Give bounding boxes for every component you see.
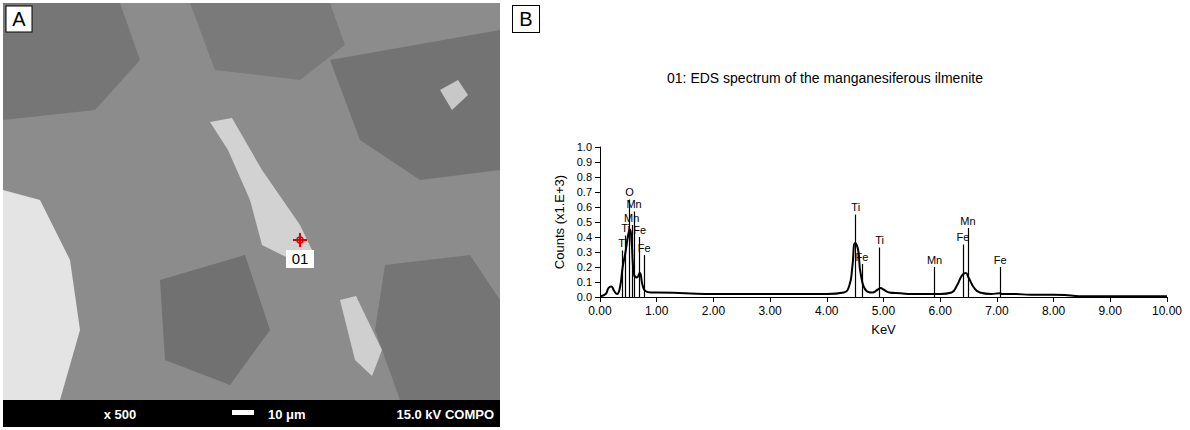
svg-text:0.1: 0.1 — [577, 276, 592, 288]
svg-text:5.00: 5.00 — [872, 304, 896, 318]
svg-text:15.0 kV COMPO: 15.0 kV COMPO — [396, 407, 494, 422]
svg-text:0.4: 0.4 — [577, 231, 592, 243]
svg-text:Ti: Ti — [851, 201, 860, 213]
svg-text:0.8: 0.8 — [577, 171, 592, 183]
svg-text:A: A — [12, 8, 26, 30]
svg-text:0.3: 0.3 — [577, 246, 592, 258]
svg-text:Mn: Mn — [626, 198, 641, 210]
svg-text:1.00: 1.00 — [645, 304, 669, 318]
svg-text:0.7: 0.7 — [577, 186, 592, 198]
svg-text:Mn: Mn — [960, 215, 975, 227]
svg-text:4.00: 4.00 — [815, 304, 839, 318]
svg-text:7.00: 7.00 — [985, 304, 1009, 318]
svg-text:Ti: Ti — [621, 222, 630, 234]
svg-text:Fe: Fe — [638, 242, 651, 254]
svg-text:0.2: 0.2 — [577, 261, 592, 273]
svg-text:0.6: 0.6 — [577, 201, 592, 213]
svg-text:0.00: 0.00 — [588, 304, 612, 318]
svg-text:Fe: Fe — [633, 224, 646, 236]
svg-text:01: EDS spectrum of the mangan: 01: EDS spectrum of the manganesiferous … — [667, 70, 983, 86]
svg-text:Fe: Fe — [994, 254, 1007, 266]
svg-text:1.0: 1.0 — [577, 141, 592, 153]
svg-text:Ti: Ti — [875, 234, 884, 246]
svg-text:Mn: Mn — [624, 212, 639, 224]
svg-text:0.5: 0.5 — [577, 216, 592, 228]
svg-text:Fe: Fe — [956, 231, 969, 243]
svg-text:0.9: 0.9 — [577, 156, 592, 168]
html-text:B: B — [519, 8, 533, 30]
svg-text:8.00: 8.00 — [1042, 304, 1066, 318]
svg-text:9.00: 9.00 — [1099, 304, 1123, 318]
svg-text:Counts (x1.E+3): Counts (x1.E+3) — [552, 175, 567, 269]
svg-text:6.00: 6.00 — [929, 304, 953, 318]
svg-text:KeV: KeV — [871, 322, 896, 337]
svg-text:x 500: x 500 — [104, 407, 137, 422]
svg-text:Mn: Mn — [927, 254, 942, 266]
svg-text:01: 01 — [292, 250, 309, 267]
svg-text:10 μm: 10 μm — [268, 407, 306, 422]
svg-text:Fe: Fe — [856, 251, 869, 263]
svg-text:Ti: Ti — [618, 237, 627, 249]
svg-text:3.00: 3.00 — [758, 304, 782, 318]
svg-text:O: O — [625, 186, 634, 198]
svg-text:2.00: 2.00 — [702, 304, 726, 318]
svg-text:10.00: 10.00 — [1152, 304, 1182, 318]
svg-text:0.0: 0.0 — [577, 291, 592, 303]
